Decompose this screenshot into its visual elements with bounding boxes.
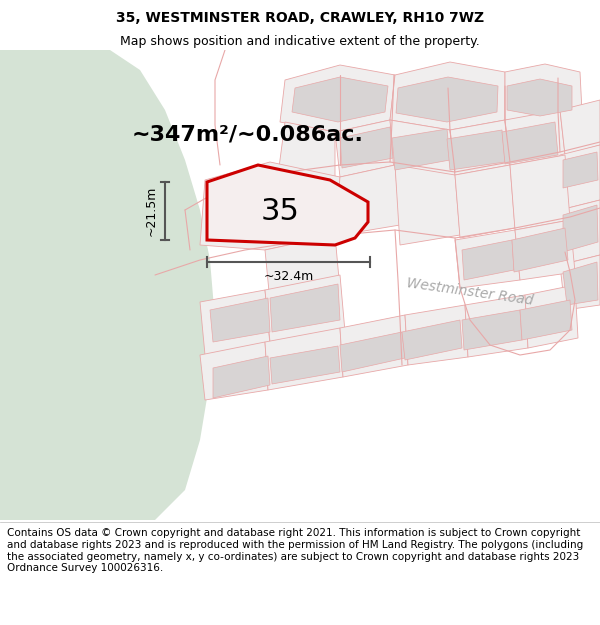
Text: Contains OS data © Crown copyright and database right 2021. This information is : Contains OS data © Crown copyright and d…: [7, 528, 583, 573]
Polygon shape: [515, 220, 575, 280]
Text: 35, WESTMINSTER ROAD, CRAWLEY, RH10 7WZ: 35, WESTMINSTER ROAD, CRAWLEY, RH10 7WZ: [116, 11, 484, 25]
Polygon shape: [335, 120, 395, 177]
Polygon shape: [265, 328, 343, 390]
Polygon shape: [207, 165, 368, 245]
Polygon shape: [200, 342, 268, 400]
Polygon shape: [507, 79, 572, 116]
Polygon shape: [270, 284, 340, 332]
Polygon shape: [502, 122, 558, 164]
Polygon shape: [278, 122, 335, 190]
Text: ~32.4m: ~32.4m: [263, 269, 314, 282]
Polygon shape: [447, 130, 505, 170]
Text: ~21.5m: ~21.5m: [145, 186, 157, 236]
Polygon shape: [505, 110, 565, 165]
Polygon shape: [465, 295, 528, 357]
Polygon shape: [390, 120, 455, 185]
Polygon shape: [563, 262, 598, 305]
Polygon shape: [563, 152, 598, 188]
Polygon shape: [560, 200, 600, 265]
Polygon shape: [292, 77, 388, 122]
Polygon shape: [335, 165, 400, 235]
Text: ~347m²/~0.086ac.: ~347m²/~0.086ac.: [132, 125, 364, 145]
Polygon shape: [560, 145, 600, 210]
Polygon shape: [213, 356, 270, 398]
Polygon shape: [265, 275, 345, 342]
Polygon shape: [402, 320, 462, 360]
Polygon shape: [200, 290, 270, 355]
Polygon shape: [340, 332, 405, 372]
Polygon shape: [560, 100, 600, 155]
Text: Map shows position and indicative extent of the property.: Map shows position and indicative extent…: [120, 35, 480, 48]
Polygon shape: [525, 285, 578, 348]
Polygon shape: [265, 235, 340, 302]
Text: 35: 35: [260, 198, 299, 226]
Polygon shape: [560, 255, 600, 310]
Polygon shape: [505, 64, 582, 120]
Text: Westminster Road: Westminster Road: [406, 276, 534, 308]
Polygon shape: [405, 305, 468, 365]
Polygon shape: [392, 129, 450, 170]
Polygon shape: [520, 300, 572, 340]
Polygon shape: [200, 162, 340, 250]
Polygon shape: [340, 127, 393, 168]
Polygon shape: [210, 298, 270, 342]
Polygon shape: [462, 310, 522, 350]
Polygon shape: [450, 120, 510, 175]
Polygon shape: [340, 315, 408, 377]
Polygon shape: [510, 155, 570, 230]
Polygon shape: [395, 165, 460, 245]
Polygon shape: [390, 62, 505, 130]
Polygon shape: [280, 65, 395, 132]
Polygon shape: [563, 205, 598, 252]
Polygon shape: [462, 240, 514, 280]
Polygon shape: [455, 165, 515, 238]
Polygon shape: [455, 230, 520, 288]
Polygon shape: [0, 50, 215, 520]
Polygon shape: [512, 228, 568, 272]
Polygon shape: [270, 346, 340, 384]
Polygon shape: [396, 77, 498, 122]
